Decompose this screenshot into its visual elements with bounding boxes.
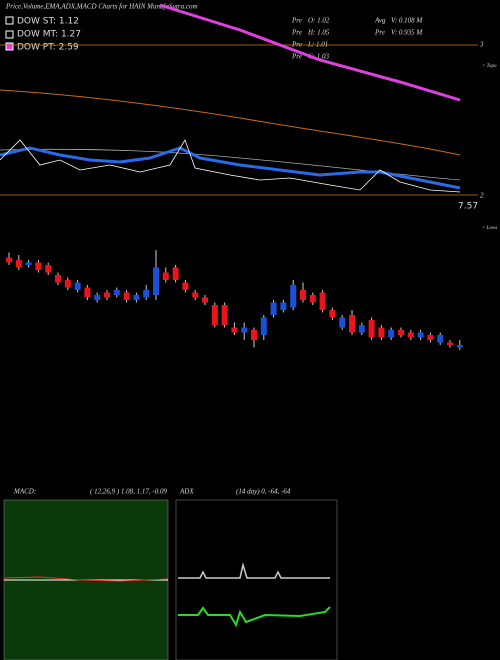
- candle-body: [368, 320, 375, 338]
- stat-label: Pre: [291, 29, 302, 37]
- ema-line: [0, 89, 461, 156]
- candle-body: [231, 327, 238, 333]
- stat-value: O: 1.02: [308, 17, 330, 25]
- candle-body: [113, 290, 120, 295]
- stat-label: Pre: [291, 17, 302, 25]
- candle-body: [437, 335, 444, 343]
- adx-label: ADX: [179, 488, 194, 496]
- legend-entry: DOW ST: 1.12: [17, 17, 79, 27]
- candle-body: [74, 282, 81, 290]
- stat-label: Pre: [374, 29, 385, 37]
- legend-entry: DOW PT: 2.59: [17, 43, 79, 53]
- candle-body: [162, 272, 169, 280]
- candle-body: [280, 302, 287, 310]
- candle-body: [417, 332, 424, 338]
- candle-body: [25, 262, 32, 265]
- level-label: 2: [480, 192, 484, 200]
- legend-entry: DOW MT: 1.27: [17, 30, 81, 40]
- candle-body: [241, 327, 248, 333]
- macd-params: ( 12,26,9 ) 1.08, 1.17, -0.09: [90, 488, 167, 496]
- candle-body: [447, 342, 453, 345]
- stat-value: L: 1.01: [307, 41, 328, 49]
- stat-label: Avg: [374, 17, 386, 25]
- candle-body: [221, 305, 228, 325]
- adx-panel: [175, 499, 338, 660]
- candle-body: [192, 292, 199, 298]
- candle-body: [349, 315, 355, 333]
- stat-value: V: 0.935 M: [391, 29, 423, 37]
- macd-line: [3, 576, 169, 582]
- candle-body: [251, 330, 257, 340]
- di-line: [178, 606, 331, 628]
- ema-line: [0, 146, 461, 190]
- candle-body: [270, 302, 277, 315]
- ema-line: [159, 3, 461, 102]
- candle-body: [456, 345, 463, 348]
- legend-swatch: [5, 16, 14, 25]
- level-label: 7.57: [458, 202, 478, 212]
- candle-body: [123, 292, 130, 300]
- candle-body: [378, 327, 385, 338]
- legend-swatch: [5, 42, 14, 51]
- candle-body: [202, 297, 208, 303]
- adx-line: [178, 562, 330, 579]
- candle-body: [94, 295, 101, 300]
- candle-body: [427, 335, 434, 340]
- candle-body: [84, 287, 91, 298]
- candle-body: [143, 290, 150, 298]
- adx-params: (14 day) 0, -64, -64: [236, 488, 291, 496]
- level-label: 3: [479, 41, 484, 49]
- candle-body: [64, 280, 71, 288]
- candle-body: [339, 317, 346, 328]
- candle-body: [153, 267, 159, 295]
- stat-label: Pre: [291, 41, 302, 49]
- candle-body: [15, 260, 22, 268]
- candle-body: [358, 325, 365, 333]
- candle-body: [290, 285, 297, 308]
- candle-body: [133, 295, 140, 300]
- candle-body: [45, 265, 52, 273]
- stat-value: H: 1.05: [307, 29, 330, 37]
- side-note: < Lows: [482, 226, 497, 231]
- side-note: < Topo: [482, 64, 497, 69]
- stat-value: C: 1.03: [308, 53, 330, 61]
- candle-body: [172, 267, 179, 280]
- candle-body: [388, 330, 395, 338]
- candle-body: [329, 310, 336, 318]
- title: Price,Volume,EMA,ADX,MACD Charts for HAI…: [5, 3, 198, 11]
- candle-body: [55, 275, 61, 283]
- candle-body: [104, 292, 110, 298]
- legend-swatch: [5, 30, 14, 39]
- candle-body: [260, 317, 267, 335]
- candle-body: [407, 332, 414, 338]
- candle-body: [300, 290, 306, 300]
- candle-body: [398, 330, 404, 335]
- candle-body: [6, 257, 12, 263]
- candle-body: [319, 292, 326, 310]
- stat-value: V: 0.108 M: [391, 17, 423, 25]
- candle-body: [211, 305, 218, 325]
- candle-body: [309, 295, 316, 303]
- candle-body: [182, 282, 189, 290]
- macd-label: MACD:: [13, 488, 36, 496]
- price-line: [0, 139, 461, 193]
- stat-label: Pre: [291, 53, 302, 61]
- candle-body: [35, 262, 42, 270]
